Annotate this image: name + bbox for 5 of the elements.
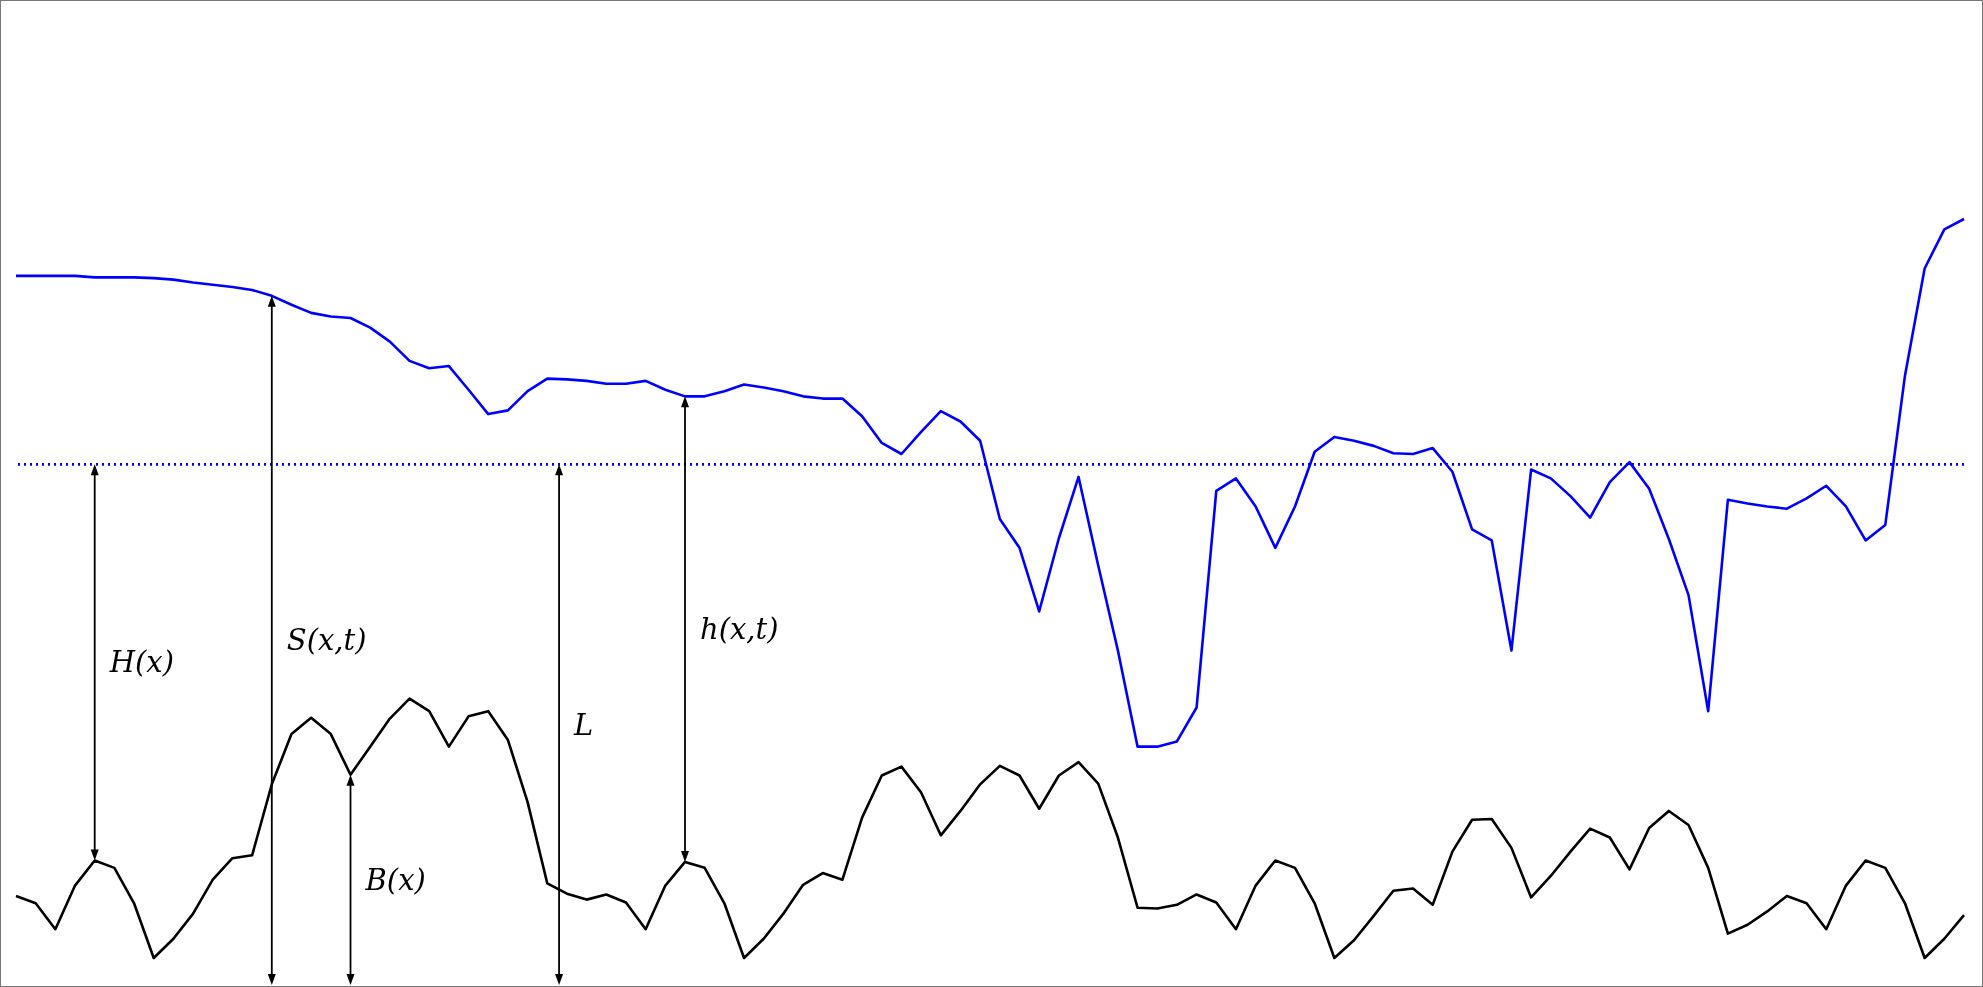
- annotation: L: [573, 707, 594, 742]
- annotation: h(x,t): [700, 612, 779, 647]
- annotation: B(x): [364, 862, 426, 897]
- annotation: S(x,t): [286, 623, 367, 658]
- annotation: H(x): [108, 645, 174, 680]
